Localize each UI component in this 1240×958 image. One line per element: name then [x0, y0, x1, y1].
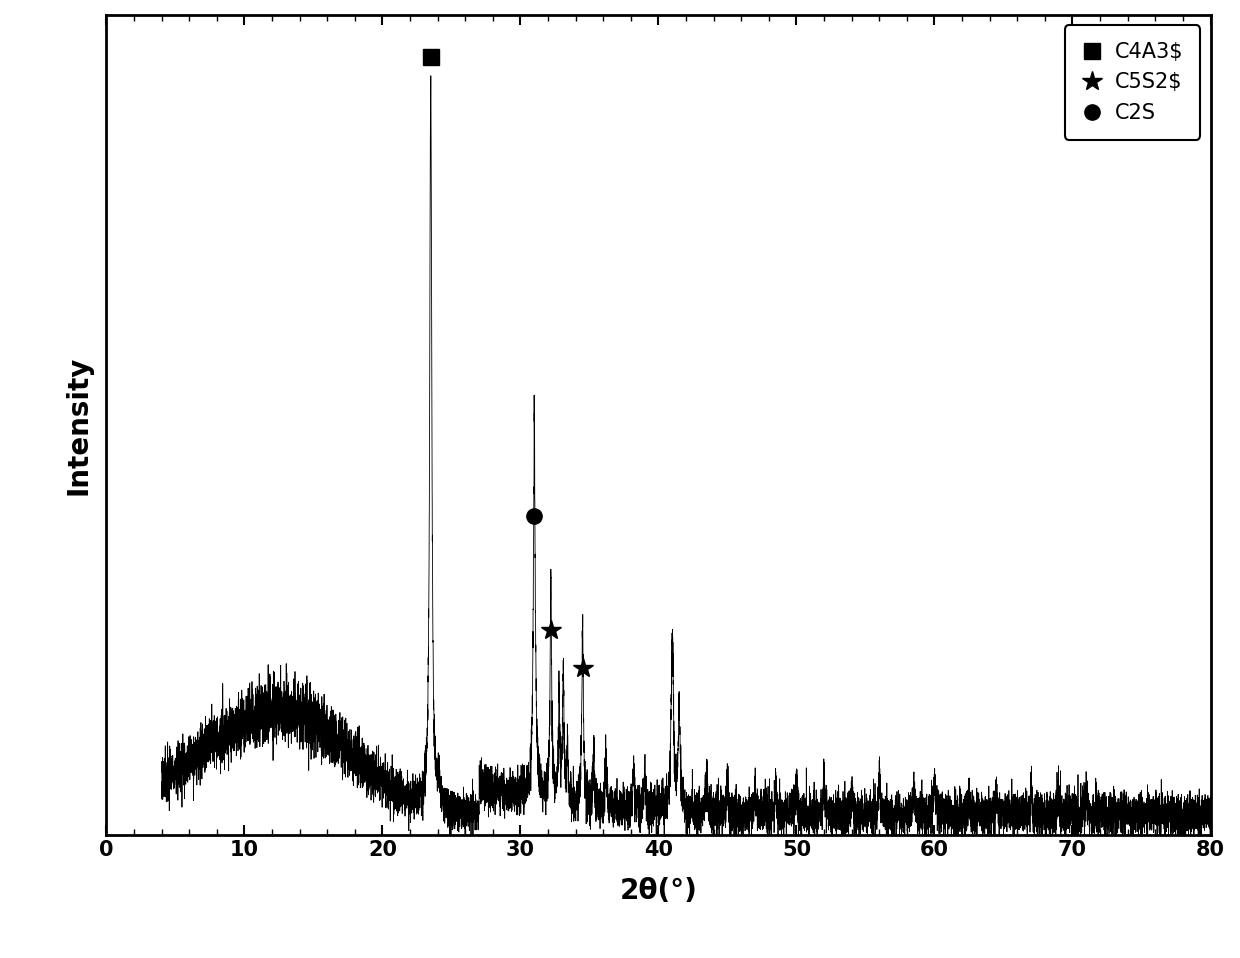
- X-axis label: 2θ(°): 2θ(°): [620, 877, 697, 904]
- Legend: C4A3$, C5S2$, C2S: C4A3$, C5S2$, C2S: [1065, 26, 1200, 140]
- Y-axis label: Intensity: Intensity: [64, 355, 93, 494]
